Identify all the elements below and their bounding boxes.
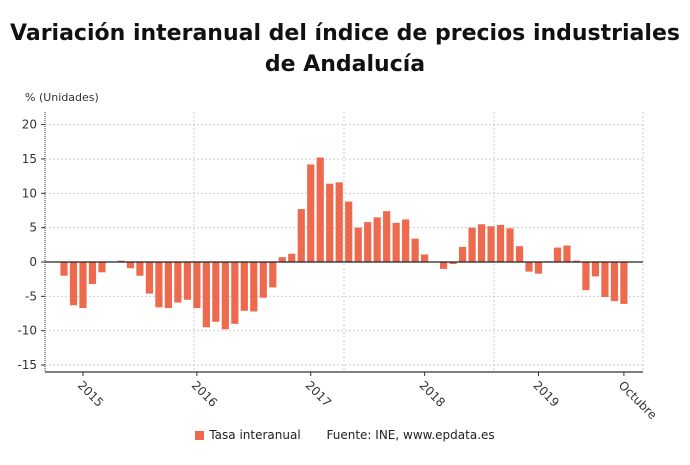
bar — [174, 262, 182, 303]
bar — [373, 217, 381, 262]
bar — [354, 227, 362, 262]
bar — [164, 262, 172, 309]
y-tick-label: 10 — [22, 186, 37, 200]
bar — [506, 228, 514, 262]
bar — [563, 245, 571, 262]
bar — [582, 262, 590, 291]
bar — [79, 262, 87, 309]
bar — [534, 262, 543, 274]
bar — [364, 222, 372, 262]
bar — [231, 262, 239, 324]
bar — [458, 246, 467, 262]
bar — [525, 262, 533, 272]
y-axis-label: % (Unidades) — [25, 91, 99, 104]
bar — [69, 262, 78, 306]
bar — [383, 211, 391, 262]
x-tick-label: 2018 — [416, 378, 447, 409]
bar — [326, 183, 334, 262]
bar — [411, 238, 419, 262]
bar — [553, 247, 562, 262]
bar — [572, 260, 581, 262]
x-tick-label: 2016 — [189, 378, 220, 409]
bar — [335, 182, 343, 262]
bar — [468, 227, 476, 262]
bar — [297, 209, 305, 262]
y-tick-label: 15 — [22, 152, 37, 166]
bar — [126, 262, 135, 269]
y-tick-label: 20 — [22, 118, 37, 132]
bar — [98, 262, 106, 273]
y-tick-label: -10 — [17, 324, 37, 338]
bar — [487, 226, 495, 262]
bar — [402, 219, 410, 262]
bar — [202, 262, 210, 328]
bar — [193, 262, 201, 309]
bar — [183, 262, 191, 300]
bar — [449, 262, 457, 265]
x-tick-label: Octubre — [616, 378, 660, 422]
y-tick-label: 0 — [29, 255, 37, 269]
bar — [288, 253, 296, 262]
y-tick-label: 5 — [29, 221, 37, 235]
source-note: Fuente: INE, www.epdata.es — [326, 428, 495, 442]
bar — [269, 262, 277, 288]
legend-swatch — [195, 431, 205, 440]
bar — [620, 262, 628, 304]
bar — [601, 262, 609, 298]
bar — [307, 164, 315, 262]
y-tick-label: -5 — [25, 289, 37, 303]
bar — [515, 246, 524, 262]
bar — [345, 201, 353, 262]
bar — [421, 254, 429, 262]
bar — [60, 262, 68, 276]
x-tick-label: 2019 — [530, 378, 561, 409]
x-tick-label: 2017 — [303, 378, 334, 409]
bar — [440, 262, 448, 269]
bar — [240, 262, 248, 311]
y-tick-label: -15 — [17, 358, 37, 372]
bar — [88, 262, 97, 284]
bar — [316, 157, 324, 262]
x-tick-label: 2015 — [75, 378, 106, 409]
bar — [250, 262, 258, 312]
bar — [477, 224, 486, 262]
bar — [212, 262, 220, 322]
legend: Tasa interanual Fuente: INE, www.epdata.… — [0, 428, 690, 442]
bar — [392, 222, 400, 262]
bar — [136, 262, 144, 276]
bar — [259, 262, 267, 298]
bar — [496, 224, 505, 262]
chart-title: Variación interanual del índice de preci… — [10, 21, 680, 77]
bar — [278, 257, 286, 262]
legend-label: Tasa interanual — [209, 428, 301, 442]
bar — [155, 262, 163, 308]
bar — [117, 260, 125, 262]
bar — [221, 262, 229, 330]
bar — [145, 262, 154, 294]
bar — [610, 262, 619, 302]
bar — [591, 262, 600, 277]
